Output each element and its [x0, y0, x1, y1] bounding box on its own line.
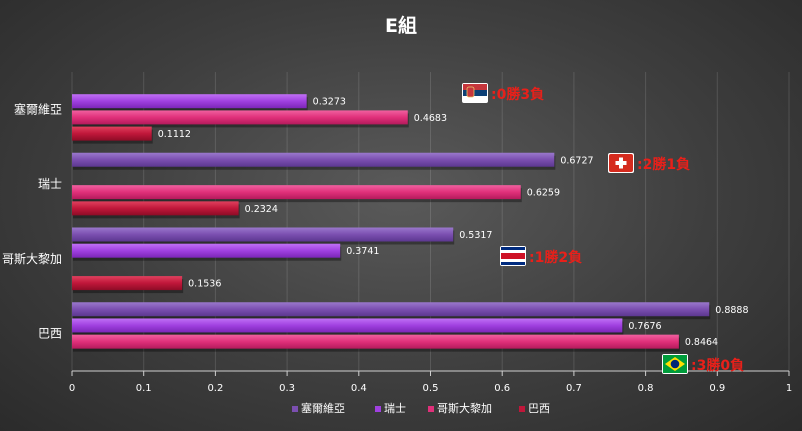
- category-label: 瑞士: [38, 177, 62, 191]
- bar-value-label: 0.1536: [188, 279, 221, 290]
- bar-value-label: 0.6259: [527, 188, 560, 199]
- x-axis: 0 0.1 0.2 0.3 0.4 0.5 0.6 0.7 0.8 0.9 1: [69, 370, 792, 394]
- legend-label: 塞爾維亞: [301, 401, 345, 415]
- annotation: :0勝3負: [462, 83, 544, 103]
- legend-item: 哥斯大黎加: [428, 401, 492, 415]
- bar-value-label: 0.7676: [628, 321, 661, 332]
- annotation-text: :2勝1負: [637, 156, 690, 173]
- bars: 0.3273 0.4683 0.1112 0.6727 0.6259 0.2324 0.53…: [72, 94, 749, 352]
- x-tick-label: 0.6: [494, 383, 510, 394]
- x-tick-label: 0.2: [207, 383, 223, 394]
- bar: [72, 276, 183, 291]
- legend-item: 塞爾維亞: [292, 401, 345, 415]
- legend-swatch: [375, 406, 381, 412]
- costa-rica-flag-icon: [500, 246, 526, 266]
- bar: [72, 201, 239, 216]
- bar-value-label: 0.2324: [245, 204, 278, 215]
- bar: [72, 318, 623, 333]
- x-tick-label: 0.3: [279, 383, 295, 394]
- category-label: 哥斯大黎加: [2, 252, 62, 266]
- legend-swatch: [292, 406, 298, 412]
- bar: [72, 152, 555, 167]
- serbia-flag-icon: [462, 83, 488, 103]
- annotation-text: :1勝2負: [529, 249, 582, 266]
- brazil-flag-icon: [662, 354, 688, 374]
- legend-swatch: [428, 406, 434, 412]
- legend-label: 巴西: [528, 402, 550, 415]
- x-tick-label: 0.8: [638, 383, 654, 394]
- bar-value-label: 0.1112: [158, 129, 191, 140]
- bar: [72, 302, 710, 317]
- annotation: :1勝2負: [500, 246, 582, 266]
- x-tick-label: 0.1: [136, 383, 152, 394]
- legend-label: 瑞士: [384, 401, 406, 415]
- bar: [72, 126, 152, 141]
- bar: [72, 227, 454, 242]
- bar: [72, 243, 341, 258]
- x-tick-label: 0.4: [351, 383, 367, 394]
- bar-value-label: 0.5317: [459, 230, 492, 241]
- legend-label: 哥斯大黎加: [437, 401, 492, 415]
- bar: [72, 94, 307, 109]
- x-tick-label: 0.7: [566, 383, 582, 394]
- legend: 塞爾維亞 瑞士 哥斯大黎加 巴西: [292, 401, 550, 415]
- bar-value-label: 0.6727: [560, 155, 593, 166]
- x-tick-label: 1: [786, 383, 792, 394]
- annotation-text: :0勝3負: [491, 86, 544, 103]
- legend-item: 巴西: [519, 402, 550, 415]
- bar-value-label: 0.3273: [313, 97, 346, 108]
- annotations: :0勝3負 :2勝1負 :1勝2負 :3勝0負: [462, 83, 744, 374]
- bar: [72, 185, 521, 200]
- x-tick-label: 0: [69, 383, 75, 394]
- x-tick-label: 0.9: [709, 383, 725, 394]
- chart-title: E組: [385, 14, 417, 37]
- annotation: :2勝1負: [608, 153, 690, 173]
- bar-value-label: 0.8888: [715, 305, 748, 316]
- bar-value-label: 0.8464: [685, 337, 718, 348]
- switzerland-flag-icon: [608, 153, 634, 173]
- bar: [72, 334, 679, 349]
- category-label: 巴西: [38, 327, 62, 341]
- category-label: 塞爾維亞: [14, 101, 62, 116]
- bar-value-label: 0.4683: [414, 113, 447, 124]
- annotation-text: :3勝0負: [691, 357, 744, 374]
- annotation: :3勝0負: [662, 354, 744, 374]
- legend-swatch: [519, 406, 525, 412]
- bar: [72, 110, 408, 125]
- x-tick-label: 0.5: [423, 383, 439, 394]
- bar-value-label: 0.3741: [346, 246, 379, 257]
- legend-item: 瑞士: [375, 401, 406, 415]
